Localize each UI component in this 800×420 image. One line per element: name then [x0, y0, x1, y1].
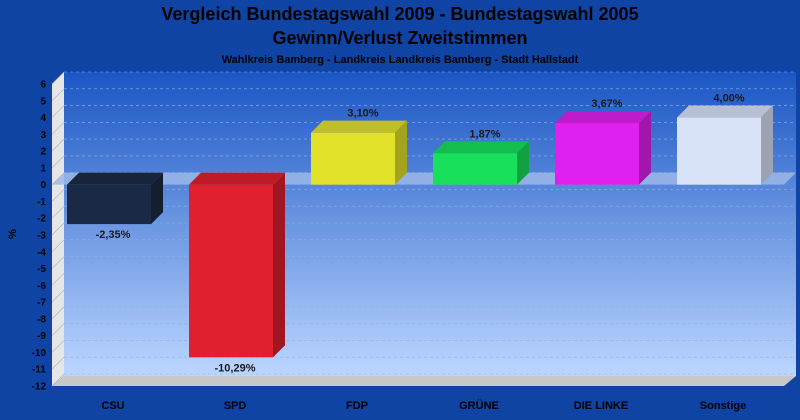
gridline-wall — [51, 340, 65, 353]
x-tick-label: Sonstige — [700, 400, 746, 412]
gridline-wall — [51, 222, 65, 236]
bar-side — [517, 141, 529, 185]
bar-front — [433, 153, 517, 185]
chart-title-line2: Gewinn/Verlust Zweitstimmen — [272, 28, 528, 48]
bar-top — [555, 111, 651, 124]
y-tick-label: 4 — [40, 113, 46, 124]
y-tick-label: -10 — [32, 348, 47, 359]
x-tick-label: GRÜNE — [459, 399, 499, 412]
bar-side — [395, 120, 407, 185]
gridline-wall — [51, 122, 65, 135]
gridline-wall — [51, 306, 65, 320]
gridline-wall — [51, 155, 65, 169]
y-tick-label: 0 — [40, 180, 46, 191]
bar-front — [311, 132, 395, 185]
bar-grüne — [433, 141, 529, 185]
bar-front — [189, 184, 273, 358]
bars — [67, 105, 773, 358]
gridline-wall — [51, 323, 65, 336]
gridline-wall — [51, 256, 65, 269]
gridline-wall — [51, 239, 65, 252]
bar-top — [67, 172, 163, 185]
y-tick-label: -3 — [37, 231, 46, 242]
gridline-wall — [51, 373, 65, 387]
data-labels: -2,35% -10,29% 3,10% 1,87% 3,67% 4,00% — [96, 93, 745, 375]
gridline-wall — [51, 71, 65, 85]
bar-spd — [189, 172, 285, 358]
data-label: 3,10% — [347, 108, 378, 120]
y-axis-ticks: 6 5 4 3 2 1 0 -1 -2 -3 -4 -5 -6 -7 -8 -9 -10 -11 -12 — [32, 80, 47, 393]
gridline-wall — [51, 105, 65, 118]
y-tick-label: -1 — [37, 197, 46, 208]
x-tick-label: SPD — [224, 400, 247, 412]
plot-floor — [52, 376, 796, 386]
y-tick-label: -12 — [32, 382, 47, 393]
bar-top — [311, 120, 407, 133]
bar-top — [677, 105, 773, 118]
data-label: 1,87% — [469, 128, 500, 140]
gridline-wall — [51, 138, 65, 152]
x-tick-label: DIE LINKE — [574, 400, 628, 412]
data-label: 3,67% — [591, 98, 622, 110]
y-tick-label: -6 — [37, 281, 46, 292]
bar-front — [555, 123, 639, 185]
gridline-wall — [51, 88, 65, 101]
bar-die-linke — [555, 111, 651, 185]
y-tick-label: -4 — [37, 247, 46, 258]
bar-fdp — [311, 120, 407, 185]
bar-top — [189, 172, 285, 185]
y-tick-label: 6 — [40, 80, 46, 91]
chart-subtitle: Wahlkreis Bamberg - Landkreis Landkreis … — [221, 54, 579, 66]
y-tick-label: 2 — [40, 147, 46, 158]
bar-front — [677, 117, 761, 185]
x-axis-categories: CSU SPD FDP GRÜNE DIE LINKE Sonstige — [101, 399, 746, 412]
data-label: -2,35% — [96, 229, 131, 241]
y-tick-label: -5 — [37, 264, 46, 275]
y-tick-label: -8 — [37, 314, 46, 325]
gridline-wall — [51, 357, 65, 370]
bar-top — [433, 141, 529, 154]
bar-front — [67, 184, 151, 225]
data-label: 4,00% — [713, 93, 744, 105]
y-tick-label: 1 — [40, 163, 46, 174]
x-tick-label: FDP — [346, 400, 368, 412]
plot-back-wall — [64, 72, 796, 376]
bar-sonstige — [677, 105, 773, 185]
y-tick-label: 5 — [40, 96, 46, 107]
y-tick-label: -7 — [37, 298, 46, 309]
gridline-wall — [51, 189, 65, 202]
y-tick-label: 3 — [40, 130, 46, 141]
bar-side — [151, 172, 163, 225]
gridline-wall — [51, 289, 65, 303]
bar-csu — [67, 172, 163, 225]
bar-side — [761, 105, 773, 185]
chart-title: Vergleich Bundestagswahl 2009 - Bundesta… — [161, 4, 639, 24]
x-tick-label: CSU — [101, 400, 124, 412]
data-label: -10,29% — [215, 362, 256, 374]
bar-side — [273, 172, 285, 358]
y-tick-label: -11 — [32, 365, 46, 376]
bar-side — [639, 111, 651, 185]
y-tick-label: -9 — [37, 331, 46, 342]
y-tick-label: -2 — [37, 214, 46, 225]
gridline-wall — [51, 206, 65, 219]
gridline-wall — [51, 273, 65, 286]
